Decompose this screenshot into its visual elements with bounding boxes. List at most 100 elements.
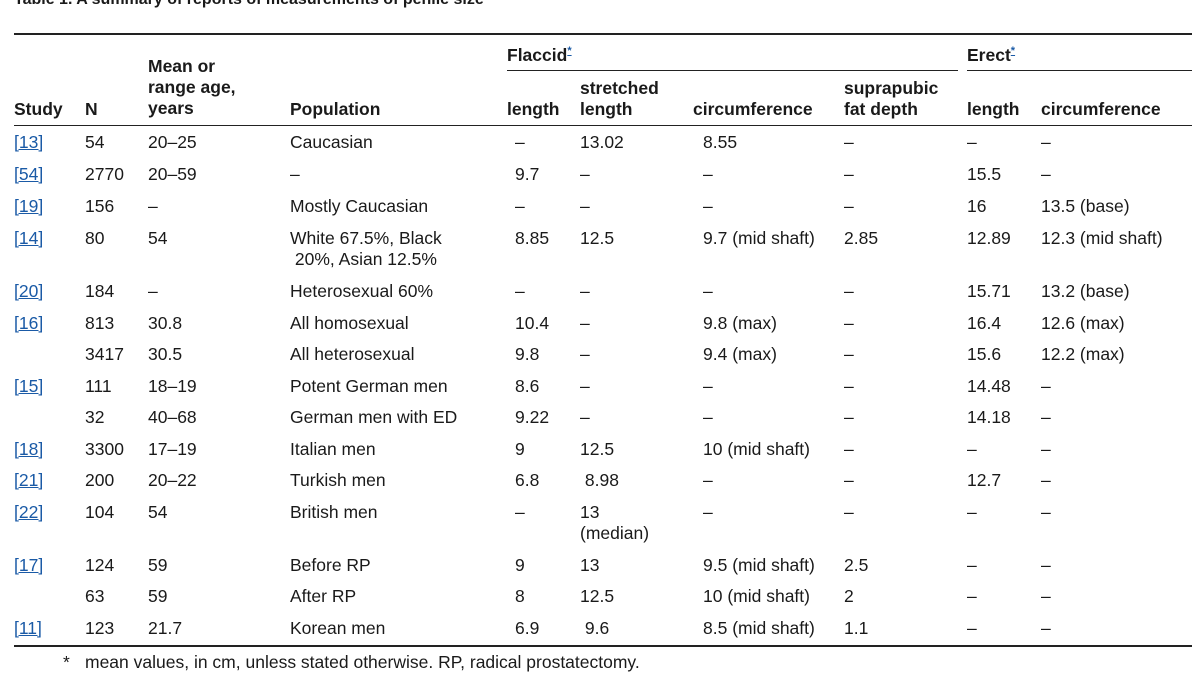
cell-age: 40–68 xyxy=(148,407,197,427)
cell-erect-circumference: – xyxy=(1041,470,1051,490)
cell-fat-depth: – xyxy=(844,164,854,184)
cell-n: 156 xyxy=(85,196,115,216)
cell-stretched-length: – xyxy=(580,281,590,302)
col-header-study: Study xyxy=(14,99,63,119)
flaccid-footnote-link[interactable]: * xyxy=(567,45,572,58)
study-ref-link[interactable]: [19] xyxy=(14,196,44,216)
cell-population: Mostly Caucasian xyxy=(290,196,428,217)
study-ref-link[interactable]: [15] xyxy=(14,376,44,396)
col-header-stretched-length: stretched length xyxy=(580,78,659,120)
cell-n: 124 xyxy=(85,555,115,575)
cell-fat-depth: – xyxy=(844,132,854,152)
cell-population: Turkish men xyxy=(290,470,386,491)
cell-population-line: Caucasian xyxy=(290,132,373,152)
cell-erect-length: 12.89 xyxy=(967,228,1011,248)
cell-age: 20–22 xyxy=(148,470,197,490)
cell-stretched-length-line: – xyxy=(580,281,590,301)
cell-age: 54 xyxy=(148,228,168,248)
cell-fat-depth: – xyxy=(844,313,854,333)
cell-flaccid-length: 9 xyxy=(515,555,525,575)
flaccid-group-label: Flaccid xyxy=(507,45,568,65)
erect-group-rule xyxy=(967,70,1192,71)
study-ref-link[interactable]: [18] xyxy=(14,439,44,459)
cell-flaccid-length: 9 xyxy=(515,439,525,459)
cell-population-line: All homosexual xyxy=(290,313,409,333)
study-ref-link[interactable]: [16] xyxy=(14,313,44,333)
cell-n: 63 xyxy=(85,586,105,606)
study-ref-link[interactable]: [21] xyxy=(14,470,44,490)
cell-fat-depth: 2.5 xyxy=(844,555,869,575)
col-header-flaccid-length: length xyxy=(507,99,560,119)
cell-population: After RP xyxy=(290,586,356,607)
cell-fat-depth: 2.85 xyxy=(844,228,879,248)
study-ref-link[interactable]: [17] xyxy=(14,555,44,575)
cell-fat-depth: – xyxy=(844,196,854,216)
cell-erect-length: – xyxy=(967,586,977,606)
cell-stretched-length-line: 13.02 xyxy=(580,132,624,152)
cell-flaccid-length: 10.4 xyxy=(515,313,550,333)
col-header-stretched-line: length xyxy=(580,99,633,119)
cell-flaccid-circumference: – xyxy=(703,164,713,184)
cell-stretched-length: 9.6 xyxy=(580,618,609,639)
cell-population: British men xyxy=(290,502,378,523)
cell-flaccid-length: – xyxy=(515,132,525,152)
cell-stretched-length: 13.02 xyxy=(580,132,624,153)
cell-stretched-length-line: 12.5 xyxy=(580,439,615,459)
study-ref-link[interactable]: [13] xyxy=(14,132,44,152)
cell-n: 123 xyxy=(85,618,115,638)
cell-population-line: – xyxy=(290,164,300,184)
cell-erect-circumference: – xyxy=(1041,555,1051,575)
study-ref-link[interactable]: [14] xyxy=(14,228,44,248)
cell-stretched-length: – xyxy=(580,196,590,217)
cell-stretched-length: – xyxy=(580,313,590,334)
cell-erect-circumference: – xyxy=(1041,586,1051,606)
col-header-erect-length: length xyxy=(967,99,1020,119)
cell-flaccid-circumference: – xyxy=(703,196,713,216)
cell-population-line: 20%, Asian 12.5% xyxy=(290,249,437,269)
cell-fat-depth: – xyxy=(844,344,854,364)
cell-fat-depth: 2 xyxy=(844,586,854,606)
cell-population: – xyxy=(290,164,300,185)
cell-fat-depth: – xyxy=(844,439,854,459)
cell-flaccid-length: – xyxy=(515,502,525,522)
cell-stretched-length: – xyxy=(580,164,590,185)
cell-flaccid-length: 9.7 xyxy=(515,164,540,184)
col-header-fat-depth-line: fat depth xyxy=(844,99,918,119)
cell-n: 184 xyxy=(85,281,115,301)
cell-stretched-length-line: – xyxy=(580,344,590,364)
col-header-population: Population xyxy=(290,99,381,119)
cell-stretched-length: – xyxy=(580,376,590,397)
table-title: Table 1. A summary of reports of measure… xyxy=(14,0,484,9)
cell-flaccid-length: 8.85 xyxy=(515,228,550,248)
cell-population-line: Turkish men xyxy=(290,470,386,490)
cell-flaccid-circumference: 9.4 (max) xyxy=(703,344,777,364)
cell-fat-depth: 1.1 xyxy=(844,618,869,638)
cell-stretched-length: 12.5 xyxy=(580,228,614,249)
cell-stretched-length: – xyxy=(580,407,590,428)
cell-population-line: Italian men xyxy=(290,439,376,459)
cell-n: 80 xyxy=(85,228,105,248)
cell-erect-circumference: 13.5 (base) xyxy=(1041,196,1130,216)
cell-erect-length: 15.5 xyxy=(967,164,1002,184)
cell-age: 17–19 xyxy=(148,439,197,459)
cell-stretched-length: 8.98 xyxy=(580,470,619,491)
cell-erect-length: 16.4 xyxy=(967,313,1002,333)
cell-flaccid-circumference: 8.55 xyxy=(703,132,738,152)
cell-erect-circumference: 12.2 (max) xyxy=(1041,344,1125,364)
study-ref-link[interactable]: [54] xyxy=(14,164,44,184)
study-ref-link[interactable]: [20] xyxy=(14,281,44,301)
cell-population-line: Before RP xyxy=(290,555,371,575)
erect-footnote-link[interactable]: * xyxy=(1010,45,1016,58)
cell-stretched-length-line: 12.5 xyxy=(580,228,615,248)
cell-erect-circumference: – xyxy=(1041,164,1051,184)
cell-erect-circumference: – xyxy=(1041,376,1051,396)
cell-flaccid-circumference: – xyxy=(703,470,713,490)
col-header-erect-circumference: circumference xyxy=(1041,99,1161,119)
cell-n: 3417 xyxy=(85,344,124,364)
cell-population: Italian men xyxy=(290,439,376,460)
study-ref-link[interactable]: [11] xyxy=(14,618,42,638)
cell-population: White 67.5%, Black 20%, Asian 12.5% xyxy=(290,228,442,270)
study-ref-link[interactable]: [22] xyxy=(14,502,44,522)
table-footnote: * mean values, in cm, unless stated other… xyxy=(63,652,640,673)
cell-flaccid-circumference: – xyxy=(703,407,713,427)
